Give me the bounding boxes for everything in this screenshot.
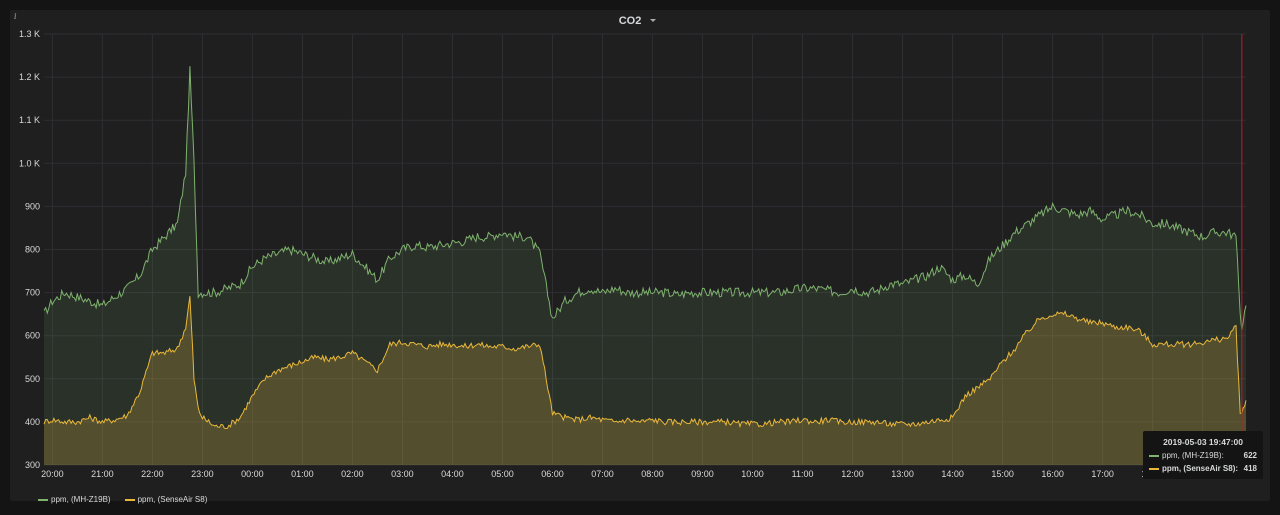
co2-chart: CO2 300 400 500 600 700 800 900 1.0 K 1.1 K 1.2 K… (19, 15, 1247, 479)
x-tick-label: 03:00 (391, 469, 414, 479)
panel-title-text: CO2 (619, 15, 642, 27)
x-tick-label: 08:00 (641, 469, 664, 479)
panel-title[interactable]: CO2 (619, 15, 656, 27)
tooltip-label-mh-z19b: ppm, (MH-Z19B): (1162, 451, 1224, 460)
y-tick-label: 600 (25, 331, 40, 341)
x-tick-label: 15:00 (991, 469, 1014, 479)
tooltip-row-mh-z19b: ppm, (MH-Z19B): 622 (1143, 451, 1263, 460)
graph-panel: i CO2 300 400 500 600 700 800 900 1.0 K 1.1 K 1.2… (10, 10, 1270, 504)
x-tick-label: 13:00 (891, 469, 914, 479)
x-tick-label: 16:00 (1041, 469, 1064, 479)
y-tick-label: 1.2 K (19, 72, 40, 82)
x-tick-label: 21:00 (91, 469, 114, 479)
caret-down-icon (650, 19, 656, 22)
legend-label-senseair-s8: ppm, (SenseAir S8) (137, 495, 208, 504)
legend-swatch-mh-z19b (38, 498, 48, 501)
legend: ppm, (MH-Z19B) ppm, (SenseAir S8) (38, 495, 207, 504)
x-tick-label: 10:00 (741, 469, 764, 479)
y-tick-label: 1.1 K (19, 115, 40, 125)
x-tick-label: 12:00 (841, 469, 864, 479)
y-tick-label: 500 (25, 374, 40, 384)
x-tick-label: 05:00 (491, 469, 514, 479)
tooltip-swatch-senseair-s8 (1149, 467, 1159, 470)
x-tick-label: 14:00 (941, 469, 964, 479)
hover-tooltip: 2019-05-03 19:47:00 ppm, (MH-Z19B): 622 … (1143, 431, 1263, 479)
series-area-senseair-s8 (44, 296, 1246, 465)
x-tick-label: 09:00 (691, 469, 714, 479)
tooltip-time: 2019-05-03 19:47:00 (1163, 437, 1243, 447)
x-tick-label: 23:00 (191, 469, 214, 479)
legend-item-senseair-s8[interactable]: ppm, (SenseAir S8) (124, 495, 208, 504)
tooltip-label-senseair-s8: ppm, (SenseAir S8): (1162, 464, 1239, 473)
x-tick-label: 00:00 (241, 469, 264, 479)
series-area-mh-z19b (44, 66, 1246, 465)
info-icon[interactable]: i (14, 12, 17, 21)
tooltip-value-mh-z19b: 622 (1243, 451, 1257, 460)
tooltip-swatch-mh-z19b (1149, 454, 1159, 457)
x-tick-label: 06:00 (541, 469, 564, 479)
x-tick-label: 01:00 (291, 469, 314, 479)
series-line-senseair-s8[interactable] (43, 296, 1247, 430)
y-tick-label: 1.0 K (19, 158, 40, 168)
y-tick-label: 900 (25, 201, 40, 211)
tooltip-value-senseair-s8: 418 (1243, 464, 1257, 473)
x-tick-label: 20:00 (41, 469, 64, 479)
series-line-mh-z19b[interactable] (43, 66, 1247, 331)
legend-label-mh-z19b: ppm, (MH-Z19B) (51, 495, 111, 504)
legend-swatch-senseair-s8 (124, 498, 135, 501)
y-tick-label: 1.3 K (19, 29, 40, 39)
y-tick-label: 300 (25, 460, 40, 470)
x-tick-label: 04:00 (441, 469, 464, 479)
x-tick-label: 17:00 (1091, 469, 1114, 479)
x-tick-label: 07:00 (591, 469, 614, 479)
y-tick-label: 400 (25, 417, 40, 427)
x-tick-label: 11:00 (792, 469, 814, 479)
legend-item-mh-z19b[interactable]: ppm, (MH-Z19B) (38, 495, 111, 504)
x-tick-label: 22:00 (141, 469, 164, 479)
x-tick-label: 02:00 (341, 469, 364, 479)
tooltip-row-senseair-s8: ppm, (SenseAir S8): 418 (1143, 464, 1263, 473)
y-tick-label: 800 (25, 245, 40, 255)
y-tick-label: 700 (25, 288, 40, 298)
